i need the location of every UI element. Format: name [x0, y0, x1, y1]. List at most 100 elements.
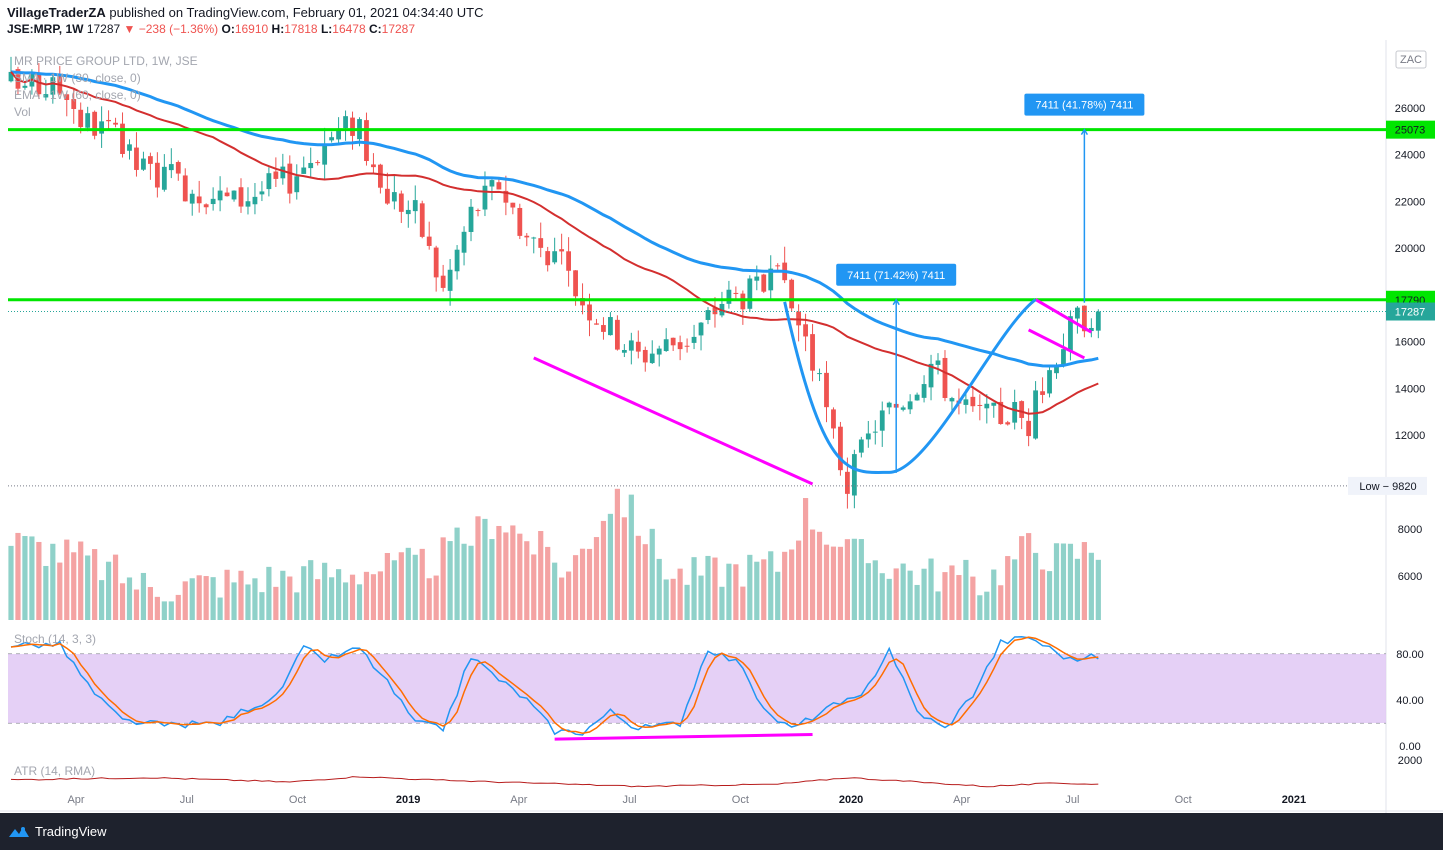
atr-tick-label: 2000 [1398, 755, 1422, 767]
volume-bar [503, 532, 509, 620]
candle-down [803, 324, 808, 337]
volume-bar [405, 547, 411, 620]
price-tick-label: 20000 [1395, 243, 1426, 255]
volume-bar [754, 561, 760, 620]
stoch-divergence-line [554, 733, 813, 741]
measure-2-text: 7411 (41.78%) 7411 [1035, 100, 1133, 112]
volume-bar [1026, 533, 1032, 620]
x-tick-label: Oct [1175, 794, 1192, 806]
x-tick-label: Oct [732, 794, 749, 806]
measure-label-1[interactable]: 7411 (71.42%) 7411 [836, 263, 957, 286]
candle-up [552, 251, 558, 263]
candle-down [92, 111, 98, 136]
currency-label: ZAC [1400, 54, 1422, 66]
legend-stoch[interactable]: Stoch (14, 3, 3) [14, 632, 96, 646]
volume-bar [119, 583, 126, 620]
volume-bar [698, 575, 704, 620]
candle-up [217, 190, 223, 201]
volume-bar [830, 546, 837, 620]
candle-down [740, 293, 746, 310]
legend-vol[interactable]: Vol [14, 105, 31, 119]
price-tick-label: 22000 [1395, 196, 1426, 208]
candle-up [322, 143, 328, 165]
candle-up [921, 384, 927, 398]
candle-down [845, 471, 850, 494]
stoch-tick-label: 80.00 [1396, 649, 1424, 661]
volume-bar [1012, 559, 1018, 620]
currency-button[interactable]: ZAC [1395, 50, 1427, 69]
candle-down [1019, 401, 1025, 418]
candle-down [64, 94, 70, 100]
volume-bar [789, 549, 795, 620]
candle-up [245, 201, 251, 207]
candle-up [308, 162, 314, 169]
volume-bar [133, 589, 140, 620]
x-tick-label: Apr [953, 794, 970, 806]
volume-bar [252, 578, 258, 620]
candle-down [642, 349, 648, 363]
candle-up [1075, 307, 1080, 319]
candle-up [663, 339, 669, 352]
volume-bar [621, 517, 627, 620]
volume-bar [29, 536, 35, 620]
candle-down [580, 298, 585, 306]
legend-atr[interactable]: ATR (14, RMA) [14, 764, 95, 778]
legend-ema[interactable]: EMA · 1W (60, close, 0) [14, 88, 141, 102]
candle-up [817, 373, 822, 375]
candle-up [1095, 311, 1101, 331]
volume-bar [628, 494, 634, 620]
candle-down [824, 372, 829, 408]
author-name[interactable]: VillageTraderZA [7, 5, 106, 20]
volume-bar [559, 577, 565, 620]
candle-down [510, 202, 516, 208]
candle-up [168, 164, 174, 171]
price-tick-label: 14000 [1395, 383, 1426, 395]
candle-up [161, 166, 167, 190]
chart-canvas[interactable]: Apr Jul Oct 2019 Apr Jul Oct 2020 Apr Jul Oct 2021 2… [0, 40, 1443, 813]
volume-bar [635, 535, 641, 620]
candle-up [259, 191, 265, 195]
volume-bar [642, 544, 648, 620]
volume-bar [879, 573, 885, 620]
volume-bar [921, 568, 927, 620]
symbol-label[interactable]: JSE:MRP, 1W [7, 22, 84, 36]
volume-bar [8, 545, 14, 620]
legend-sma[interactable]: SMA · 1W (30, close, 0) [14, 71, 141, 85]
volume-bar [593, 537, 600, 620]
measure-label-2[interactable]: 7411 (41.78%) 7411 [1024, 93, 1145, 116]
volume-bar [970, 576, 976, 620]
candle-down [838, 426, 843, 471]
candle-up [1054, 364, 1059, 374]
candle-down [426, 236, 432, 246]
volume-bar [259, 592, 265, 620]
candle-up [1033, 390, 1038, 439]
volume-bar [705, 555, 711, 620]
volume-bar [496, 525, 502, 620]
candle-up [210, 198, 216, 205]
volume-bar [85, 555, 91, 620]
x-tick-label: 2021 [1282, 794, 1306, 806]
x-tick-label: 2020 [839, 794, 863, 806]
volume-bar [782, 551, 788, 620]
volume-bar [426, 578, 432, 620]
close-label: C: [368, 22, 382, 36]
candle-down [71, 99, 77, 110]
candle-up [468, 206, 474, 232]
volume-bar [273, 586, 279, 620]
volume-bar [579, 548, 586, 620]
candle-up [851, 454, 857, 496]
legend-company: MR PRICE GROUP LTD, 1W, JSE [14, 54, 198, 68]
candle-up [754, 276, 760, 281]
volume-bar [816, 531, 823, 620]
volume-bar [349, 574, 356, 620]
candle-down [475, 210, 481, 212]
volume-bar [154, 596, 160, 620]
volume-bar [586, 548, 593, 620]
volume-bar [858, 539, 864, 620]
candle-down [998, 401, 1004, 425]
candle-down [78, 109, 84, 128]
tradingview-brand[interactable]: TradingView [8, 824, 107, 839]
candle-up [22, 85, 28, 88]
volume-bar [1053, 543, 1060, 620]
candle-down [224, 192, 230, 197]
